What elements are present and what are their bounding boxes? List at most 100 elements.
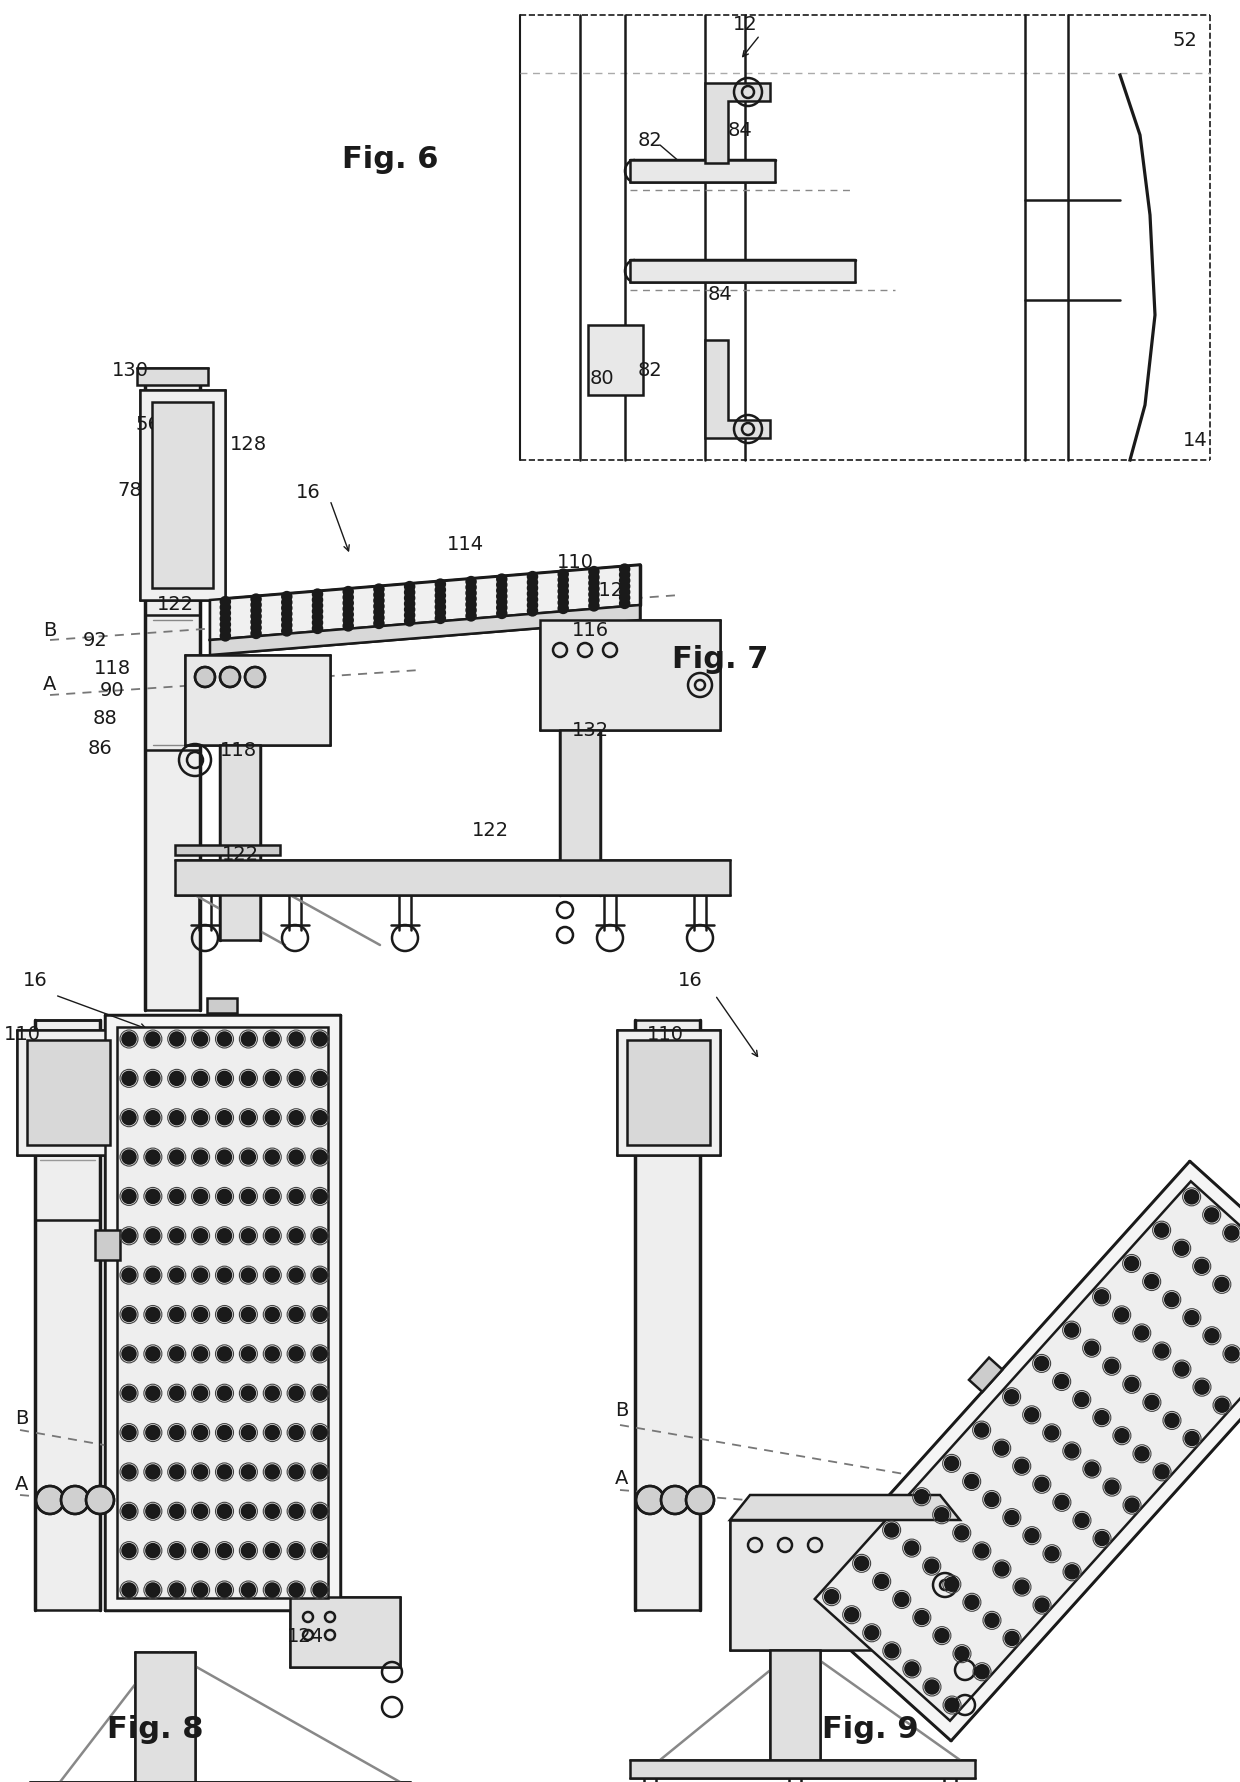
- Circle shape: [528, 577, 537, 586]
- Circle shape: [312, 618, 322, 627]
- Circle shape: [123, 1190, 135, 1203]
- Circle shape: [146, 1584, 160, 1597]
- Circle shape: [856, 1557, 868, 1570]
- Circle shape: [123, 1504, 135, 1518]
- Circle shape: [976, 1545, 988, 1557]
- Circle shape: [265, 1426, 279, 1440]
- Circle shape: [405, 588, 414, 597]
- Text: Fig. 8: Fig. 8: [107, 1716, 203, 1745]
- Circle shape: [195, 666, 215, 688]
- Circle shape: [1136, 1326, 1148, 1340]
- Circle shape: [1215, 1399, 1229, 1411]
- Circle shape: [946, 1698, 959, 1711]
- Circle shape: [374, 608, 383, 617]
- Circle shape: [312, 606, 322, 617]
- Text: A: A: [43, 675, 57, 695]
- Circle shape: [559, 576, 568, 584]
- Circle shape: [146, 1308, 160, 1320]
- Circle shape: [1125, 1256, 1138, 1271]
- Circle shape: [314, 1112, 326, 1124]
- Circle shape: [218, 1032, 231, 1046]
- Circle shape: [1115, 1308, 1128, 1322]
- Circle shape: [242, 1190, 255, 1203]
- Circle shape: [252, 601, 260, 609]
- Circle shape: [312, 601, 322, 609]
- Polygon shape: [219, 745, 260, 939]
- Circle shape: [242, 1504, 255, 1518]
- Text: 110: 110: [557, 552, 594, 572]
- Circle shape: [1055, 1376, 1068, 1388]
- Circle shape: [374, 613, 383, 622]
- Text: 110: 110: [4, 1025, 41, 1044]
- Text: 90: 90: [99, 681, 124, 700]
- Text: B: B: [615, 1401, 629, 1420]
- Circle shape: [252, 611, 260, 620]
- Text: 120: 120: [272, 1572, 309, 1591]
- Circle shape: [290, 1190, 303, 1203]
- Circle shape: [314, 1071, 326, 1085]
- Circle shape: [170, 1465, 184, 1479]
- Circle shape: [314, 1504, 326, 1518]
- Circle shape: [146, 1112, 160, 1124]
- Circle shape: [265, 1386, 279, 1399]
- Circle shape: [497, 597, 506, 606]
- Circle shape: [846, 1607, 858, 1622]
- Circle shape: [265, 1112, 279, 1124]
- Circle shape: [497, 609, 506, 618]
- Circle shape: [1225, 1347, 1239, 1360]
- Circle shape: [935, 1508, 949, 1522]
- Circle shape: [283, 620, 291, 629]
- Circle shape: [123, 1426, 135, 1440]
- Circle shape: [636, 1486, 663, 1515]
- Circle shape: [314, 1032, 326, 1046]
- Circle shape: [195, 1347, 207, 1360]
- Circle shape: [925, 1559, 939, 1574]
- Circle shape: [343, 622, 352, 631]
- Circle shape: [466, 577, 476, 586]
- Circle shape: [170, 1426, 184, 1440]
- Circle shape: [1025, 1529, 1038, 1541]
- Circle shape: [1185, 1312, 1198, 1324]
- Circle shape: [935, 1629, 949, 1641]
- Circle shape: [620, 599, 629, 608]
- Circle shape: [435, 579, 445, 588]
- Text: Fig. 6: Fig. 6: [342, 146, 438, 175]
- Circle shape: [343, 586, 352, 597]
- Text: 84: 84: [728, 121, 753, 139]
- Text: 110: 110: [646, 1025, 683, 1044]
- Circle shape: [252, 595, 260, 604]
- Text: Fig. 7: Fig. 7: [672, 645, 769, 675]
- Circle shape: [435, 592, 445, 601]
- Circle shape: [265, 1308, 279, 1320]
- Circle shape: [1095, 1290, 1109, 1303]
- Circle shape: [343, 615, 352, 625]
- Circle shape: [1035, 1598, 1049, 1611]
- Circle shape: [195, 1032, 207, 1046]
- Circle shape: [246, 666, 265, 688]
- Text: 88: 88: [93, 709, 118, 727]
- Circle shape: [435, 602, 445, 611]
- Circle shape: [219, 666, 241, 688]
- Circle shape: [620, 565, 629, 574]
- Circle shape: [405, 617, 414, 625]
- Circle shape: [589, 572, 599, 581]
- Polygon shape: [706, 340, 770, 438]
- Circle shape: [1166, 1294, 1178, 1306]
- Circle shape: [290, 1230, 303, 1242]
- Polygon shape: [730, 1520, 960, 1650]
- Circle shape: [36, 1486, 64, 1515]
- Circle shape: [1075, 1394, 1089, 1406]
- Circle shape: [312, 590, 322, 599]
- Polygon shape: [290, 1597, 401, 1666]
- Polygon shape: [795, 1162, 1240, 1741]
- Polygon shape: [17, 1030, 120, 1155]
- Circle shape: [1146, 1395, 1158, 1410]
- Text: 16: 16: [295, 483, 320, 501]
- Circle shape: [1225, 1226, 1239, 1240]
- Circle shape: [252, 629, 260, 638]
- Text: 80: 80: [590, 369, 614, 387]
- Text: A: A: [15, 1475, 29, 1495]
- Circle shape: [265, 1545, 279, 1557]
- Circle shape: [283, 627, 291, 636]
- Circle shape: [218, 1071, 231, 1085]
